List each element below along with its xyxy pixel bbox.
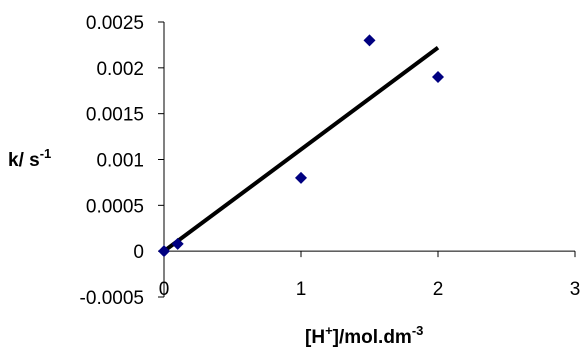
x-tick-label: 1 [296, 279, 307, 300]
data-point [295, 171, 307, 184]
data-point [363, 34, 376, 47]
y-axis-title: k/ s-1 [8, 146, 51, 171]
trendline [162, 46, 440, 253]
x-tick-label: 0 [159, 279, 170, 300]
y-tick-label: 0.0025 [86, 13, 144, 34]
y-tick-label: 0 [133, 242, 144, 263]
data-point [171, 237, 184, 250]
y-tick-label: -0.0005 [80, 288, 144, 309]
y-tick-label: 0.0005 [86, 196, 144, 217]
x-axis-ticks: 0 1 2 3 [159, 251, 581, 300]
data-point [158, 245, 170, 258]
y-tick-label: 0.002 [96, 59, 144, 80]
x-axis-title: [H+]/mol.dm-3 [305, 323, 423, 348]
data-point [432, 71, 444, 83]
y-tick-label: 0.0015 [86, 105, 144, 126]
trendline-group [162, 46, 440, 253]
data-points [158, 34, 444, 258]
x-tick-label: 3 [570, 279, 581, 300]
axes [163, 22, 575, 297]
y-tick-label: 0.001 [96, 151, 144, 172]
y-axis-ticks: -0.0005 0 0.0005 0.001 0.0015 0.002 0.0025 [80, 13, 164, 309]
x-tick-label: 2 [433, 279, 444, 300]
